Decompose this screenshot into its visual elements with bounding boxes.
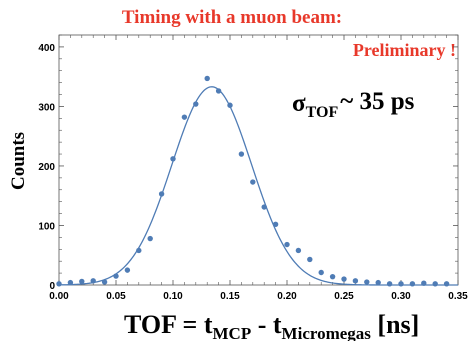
data-point <box>318 269 324 276</box>
y-tick-label: 200 <box>38 162 55 173</box>
data-point <box>386 281 393 287</box>
data-point <box>272 221 279 227</box>
data-point <box>158 191 165 197</box>
data-point <box>364 279 370 285</box>
data-point <box>398 281 404 287</box>
data-point <box>101 279 108 285</box>
preliminary-annotation: Preliminary ! <box>353 40 456 60</box>
x-tick-label: 0.00 <box>49 291 69 302</box>
x-label-sub-micromegas: Micromegas <box>282 324 372 341</box>
sigma-subscript: TOF <box>306 104 339 121</box>
data-point <box>409 281 416 287</box>
data-point <box>284 241 290 248</box>
data-point <box>295 247 302 254</box>
plot-frame <box>58 34 459 286</box>
data-point <box>56 281 62 287</box>
data-point <box>238 151 245 157</box>
data-point <box>227 102 233 108</box>
data-point <box>421 280 427 286</box>
data-point <box>204 75 210 82</box>
x-tick-label: 0.05 <box>106 291 126 302</box>
x-tick-label: 0.25 <box>334 291 354 302</box>
y-tick-label: 100 <box>38 221 55 232</box>
data-point <box>193 101 199 107</box>
chart-title: Timing with a muon beam: <box>122 7 342 28</box>
data-point <box>307 256 313 263</box>
data-point <box>261 204 267 210</box>
x-label-sub-mcp: MCP <box>213 324 252 341</box>
x-label-mid: - t <box>251 310 282 339</box>
x-tick-label: 0.30 <box>391 291 411 302</box>
data-point <box>352 278 359 284</box>
data-point <box>170 156 176 162</box>
sigma-value: ~ 35 ps <box>340 88 414 115</box>
x-axis-label: TOF = tMCP - tMicromegas [ns] <box>124 310 419 341</box>
data-point <box>113 273 119 279</box>
y-axis-label: Counts <box>8 132 29 190</box>
data-point <box>375 279 381 286</box>
data-point <box>215 88 222 94</box>
data-point <box>329 273 336 280</box>
y-tick-label: 300 <box>38 102 55 113</box>
x-tick-label: 0.10 <box>163 291 183 302</box>
data-point <box>136 247 142 254</box>
x-label-main: TOF = t <box>124 310 213 339</box>
x-tick-label: 0.20 <box>277 291 297 302</box>
data-point <box>432 281 438 287</box>
y-tick-label: 400 <box>38 43 55 54</box>
x-tick-label: 0.35 <box>448 291 468 302</box>
data-point <box>147 235 153 242</box>
data-point <box>250 179 256 185</box>
data-point <box>90 278 96 284</box>
y-tick-label: 0 <box>49 281 55 292</box>
x-tick-label: 0.15 <box>220 291 240 302</box>
sigma-label: σTOF~ 35 ps <box>292 88 415 121</box>
data-point <box>341 276 347 282</box>
sigma-symbol: σ <box>292 90 306 117</box>
data-point <box>181 114 188 120</box>
data-point <box>79 278 85 285</box>
gaussian-fit-curve <box>58 86 458 286</box>
data-point <box>124 267 131 273</box>
plot-area: 0.00 0.05 0.10 0.15 0.20 0.25 0.30 0.35 0 100 200 3… <box>38 34 468 302</box>
data-point <box>67 279 74 286</box>
x-label-end: [ns] <box>371 310 419 339</box>
data-point <box>443 281 450 287</box>
